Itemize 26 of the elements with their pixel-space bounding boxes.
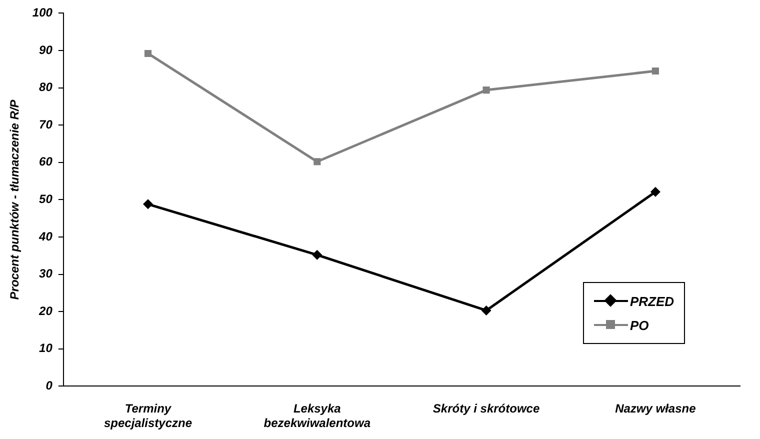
y-tick-label: 40 bbox=[38, 229, 53, 244]
y-axis-title: Procent punktów - tłumaczenie R/P bbox=[8, 98, 22, 300]
point bbox=[144, 50, 152, 58]
y-tick-label: 30 bbox=[39, 266, 53, 281]
y-tick-label: 0 bbox=[46, 378, 53, 393]
legend-label: PRZED bbox=[630, 294, 674, 308]
y-tick-label: 100 bbox=[32, 6, 53, 20]
y-tick-label: 70 bbox=[39, 117, 53, 132]
legend-label: PO bbox=[630, 318, 649, 332]
point bbox=[652, 67, 659, 75]
point bbox=[142, 199, 153, 210]
y-tick-label: 80 bbox=[39, 80, 53, 94]
x-tick-label: Leksyka bezekwiwalentowa bbox=[264, 402, 371, 430]
point bbox=[650, 186, 660, 197]
y-tick-label: 10 bbox=[39, 341, 53, 356]
y-tick-label: 20 bbox=[38, 304, 53, 318]
y-tick-label: 50 bbox=[39, 192, 53, 206]
x-tick-label: Nazwy własne bbox=[615, 402, 696, 416]
point bbox=[314, 158, 321, 166]
y-tick-label: 90 bbox=[39, 42, 53, 57]
x-tick-label: Terminy specjalistyczne bbox=[104, 402, 192, 430]
point bbox=[482, 86, 490, 94]
point bbox=[481, 305, 492, 316]
x-tick-label: Skróty i skrótowce bbox=[432, 402, 540, 416]
y-tick-label: 60 bbox=[39, 154, 53, 169]
point bbox=[312, 250, 322, 260]
